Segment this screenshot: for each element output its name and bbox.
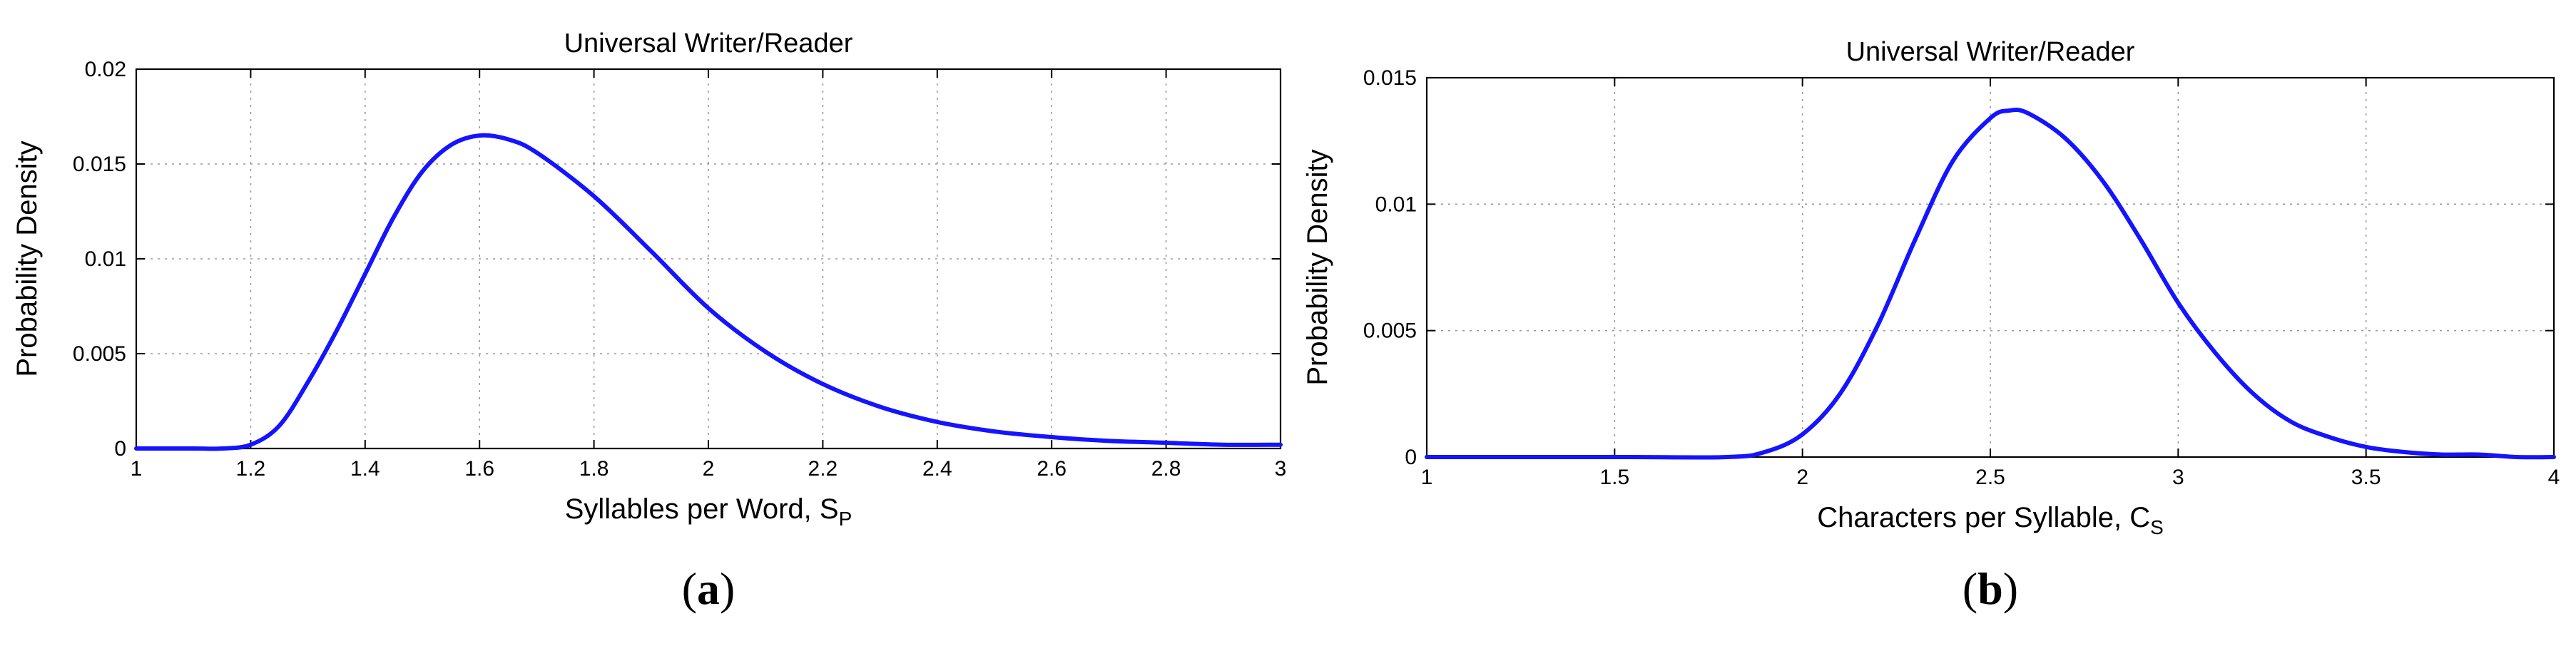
y-tick-label: 0.015 (73, 153, 126, 176)
y-axis-label: Probability Density (1302, 149, 1333, 385)
x-axis-label: Syllables per Word, SP (565, 493, 852, 530)
chart-title: Universal Writer/Reader (564, 29, 853, 58)
x-axis-label-subscript: P (839, 508, 852, 530)
y-tick-label: 0.005 (1363, 319, 1417, 343)
y-tick-label: 0 (1405, 446, 1417, 469)
chart-a: 1 1.2 1.4 1.6 1.8 2 2.2 2.4 2.6 2.8 3 0 0.005 0.01 0.0… (11, 29, 1286, 614)
x-axis-label: Characters per Syllable, CS (1817, 502, 2164, 538)
x-tick-label: 2.5 (1975, 466, 2005, 489)
density-curve (134, 133, 1283, 451)
x-tick-label: 3.5 (2351, 466, 2381, 489)
caption-open-paren: ( (682, 563, 697, 614)
x-tick-label: 1.6 (464, 457, 494, 481)
y-tick-label: 0.02 (85, 58, 126, 81)
subfigure-caption: (b) (1962, 563, 2018, 614)
caption-open-paren: ( (1962, 563, 1977, 614)
caption-close-paren: ) (720, 563, 735, 614)
x-tick-label: 2.6 (1037, 457, 1066, 481)
x-tick-label: 2 (703, 457, 715, 481)
y-tick-label: 0.015 (1363, 66, 1417, 90)
x-tick-label: 1.8 (579, 457, 609, 481)
x-axis-label-main: Characters per Syllable, C (1817, 502, 2150, 533)
y-tick-label: 0.005 (73, 342, 126, 366)
subfigure-caption: (a) (682, 563, 735, 614)
y-axis-label: Probability Density (11, 140, 43, 376)
y-tick-label: 0.01 (85, 247, 126, 271)
x-tick-label: 1 (1421, 466, 1433, 489)
y-tick-label: 0.01 (1375, 193, 1417, 216)
x-tick-label: 1.5 (1599, 466, 1629, 489)
x-axis-label-main: Syllables per Word, S (565, 493, 839, 525)
x-axis-label-subscript: S (2150, 516, 2164, 538)
chart-title: Universal Writer/Reader (1846, 37, 2135, 67)
x-tick-label: 2.4 (922, 457, 952, 481)
x-tick-label: 2 (1796, 466, 1808, 489)
x-tick-label: 3 (2172, 466, 2184, 489)
caption-close-paren: ) (2003, 563, 2018, 614)
caption-letter: b (1977, 563, 2003, 614)
x-tick-label: 1.4 (350, 457, 380, 481)
x-tick-label: 3 (1275, 457, 1287, 481)
x-tick-label: 1 (131, 457, 143, 481)
y-tick-label: 0 (114, 437, 126, 461)
chart-b: 1 1.5 2 2.5 3 3.5 4 0 0.005 0.01 0.015 Universal Wr… (1302, 37, 2560, 614)
density-curve (1425, 107, 2556, 460)
caption-letter: a (697, 563, 720, 614)
x-tick-label: 2.2 (808, 457, 838, 481)
x-tick-label: 4 (2548, 466, 2560, 489)
x-tick-label: 1.2 (236, 457, 266, 481)
x-tick-label: 2.8 (1151, 457, 1181, 481)
